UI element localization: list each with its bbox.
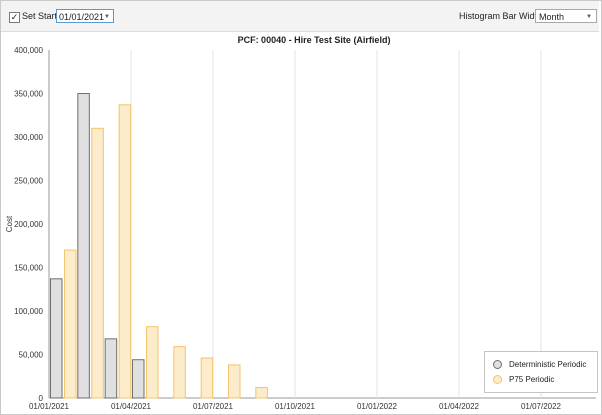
histogram-bar-width-label: Histogram Bar Width : xyxy=(459,11,548,21)
bar-deterministic xyxy=(77,93,90,399)
y-tick-label: 50,000 xyxy=(19,351,44,360)
set-start-label: Set Start xyxy=(22,11,58,21)
legend-label: P75 Periodic xyxy=(509,375,555,384)
x-tick-label: 01/10/2021 xyxy=(275,402,316,411)
y-axis: 0 50,000 100,000 150,000 200,000 250,000 300,0… xyxy=(14,46,43,403)
start-date-input[interactable]: 01/01/2021 ▼ xyxy=(56,9,114,23)
bar-width-value: Month xyxy=(539,12,565,22)
y-axis-label: Cost xyxy=(5,215,14,232)
x-axis: 01/01/2021 01/04/2021 01/07/2021 01/10/2021… xyxy=(29,402,562,411)
y-tick-label: 250,000 xyxy=(14,177,43,186)
bars xyxy=(50,93,268,399)
legend: Deterministic Periodic P75 Periodic xyxy=(484,351,598,393)
y-tick-label: 400,000 xyxy=(14,46,43,55)
bar-deterministic xyxy=(104,338,118,399)
y-tick-label: 300,000 xyxy=(14,133,43,142)
legend-swatch-p75 xyxy=(493,375,502,384)
y-tick-label: 0 xyxy=(39,394,44,403)
bar-p75 xyxy=(200,357,214,399)
legend-label: Deterministic Periodic xyxy=(509,360,587,369)
x-tick-label: 01/07/2021 xyxy=(193,402,234,411)
bar-deterministic xyxy=(132,359,145,399)
bar-p75 xyxy=(91,127,104,399)
bar-p75 xyxy=(173,346,186,399)
x-tick-label: 01/01/2021 xyxy=(29,402,70,411)
y-tick-label: 150,000 xyxy=(14,264,43,273)
y-tick-label: 350,000 xyxy=(14,90,43,99)
bar-p75 xyxy=(118,104,132,399)
chevron-down-icon[interactable]: ▼ xyxy=(104,14,110,20)
legend-swatch-deterministic xyxy=(493,360,502,369)
bar-p75 xyxy=(146,326,159,399)
x-tick-label: 01/04/2021 xyxy=(111,402,152,411)
chart-title: PCF: 00040 - Hire Test Site (Airfield) xyxy=(238,35,391,45)
chevron-down-icon[interactable]: ▼ xyxy=(586,14,592,20)
bar-p75 xyxy=(228,364,241,399)
toolbar: ✓ Set Start 01/01/2021 ▼ Histogram Bar W… xyxy=(1,1,599,32)
x-tick-label: 01/04/2022 xyxy=(439,402,480,411)
bar-p75 xyxy=(64,249,77,399)
start-date-value: 01/01/2021 xyxy=(59,12,105,22)
x-tick-label: 01/07/2022 xyxy=(521,402,562,411)
bar-deterministic xyxy=(50,278,63,399)
set-start-checkbox[interactable]: ✓ xyxy=(9,12,20,23)
y-tick-label: 200,000 xyxy=(14,220,43,229)
bar-width-select[interactable]: Month ▼ xyxy=(535,9,597,23)
y-tick-label: 100,000 xyxy=(14,307,43,316)
bar-p75 xyxy=(255,387,268,399)
x-tick-label: 01/01/2022 xyxy=(357,402,398,411)
histogram-chart: PCF: 00040 - Hire Test Site (Airfield) C… xyxy=(5,35,596,411)
